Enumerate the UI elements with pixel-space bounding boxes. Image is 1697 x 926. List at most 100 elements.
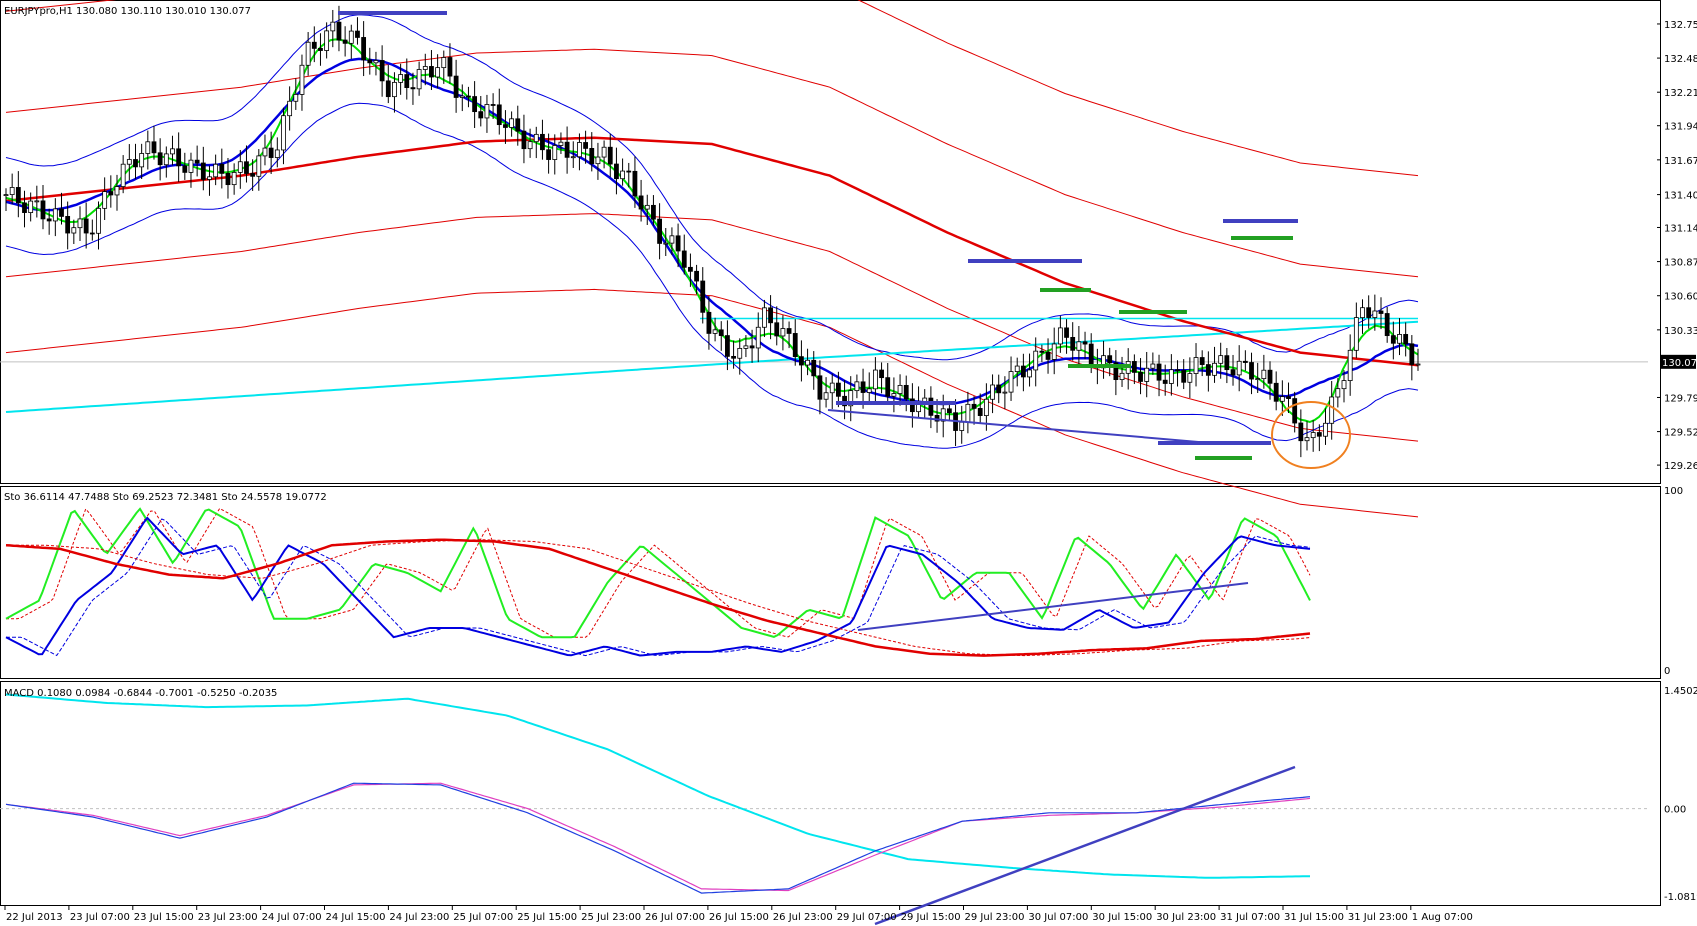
candle-body (1045, 351, 1051, 360)
candle-body (281, 115, 286, 151)
candle-body (836, 382, 841, 397)
candle-body (200, 162, 206, 180)
candle-body (1051, 343, 1057, 360)
candle-body (762, 307, 767, 328)
macd-tick-label: 0.00 (1664, 805, 1686, 816)
candle-body (1353, 317, 1359, 351)
candle-body (324, 30, 330, 51)
candle-body (1218, 355, 1224, 364)
candle-body (1175, 369, 1180, 372)
candle-body (946, 408, 952, 414)
candle-body (1329, 396, 1335, 424)
candle-body (1230, 369, 1236, 376)
candle-body (1212, 362, 1217, 376)
price-plot (0, 0, 1648, 518)
candle-body (268, 147, 274, 158)
macd-long-signal (5, 693, 1310, 879)
candle-body (1397, 334, 1402, 344)
candle-body (1255, 378, 1261, 381)
candle-body (1273, 382, 1279, 402)
candle-body (1008, 371, 1014, 393)
candle-body (533, 133, 539, 143)
candle-body (225, 172, 231, 186)
stochastic-tick-label: 100 (1664, 486, 1683, 497)
candle-body (133, 159, 138, 168)
candle-body (1415, 363, 1421, 366)
candle-body (410, 87, 416, 90)
candle-body (688, 266, 693, 272)
candle-body (28, 200, 34, 213)
candle-body (928, 397, 934, 416)
candle-body (231, 172, 237, 186)
candle-body (176, 148, 182, 167)
candle-body (34, 200, 40, 203)
candle-body (607, 146, 613, 165)
candle-body (1156, 363, 1162, 381)
candle-body (626, 170, 632, 173)
candle-body (1107, 355, 1113, 364)
candle-body (1181, 370, 1187, 383)
candle-body (478, 111, 484, 119)
stochastic-fast (5, 507, 1311, 639)
candle-body (213, 163, 219, 178)
candle-body (743, 345, 749, 349)
candle-body (811, 359, 817, 377)
stochastic-title: Sto 36.6114 47.7488 Sto 69.2523 72.3481 … (4, 492, 327, 503)
candle-body (977, 408, 983, 416)
stochastic-mid (5, 516, 1311, 657)
candle-body (1323, 422, 1328, 437)
candle-body (712, 329, 718, 334)
time-tick-label: 24 Jul 15:00 (326, 912, 386, 923)
candle-body (441, 57, 447, 69)
candle-body (367, 59, 373, 64)
stochastic-panel (0, 486, 1661, 679)
candle-body (392, 81, 397, 98)
candle-body (879, 369, 884, 379)
candle-body (416, 69, 422, 90)
candle-body (3, 194, 9, 197)
candle-body (503, 124, 508, 128)
candle-body (163, 153, 169, 166)
candle-body (1088, 343, 1094, 366)
time-tick-label: 29 Jul 15:00 (901, 912, 961, 923)
candle-body (1347, 349, 1353, 381)
candle-body (934, 414, 940, 422)
blue-band-upper (5, 14, 1419, 361)
red-band-outer-upper (5, 0, 1419, 177)
candle-body (632, 170, 638, 197)
price-tick-label: 131.140 (1664, 223, 1697, 234)
candle-body (817, 375, 823, 400)
time-tick-label: 22 Jul 2013 (6, 912, 63, 923)
candle-body (1384, 313, 1390, 337)
candle-body (472, 96, 478, 113)
candle-body (829, 382, 835, 394)
candle-body (52, 208, 58, 222)
time-tick-label: 24 Jul 07:00 (262, 912, 322, 923)
last-price-label: 130.077 (1662, 358, 1697, 369)
candle-body (546, 149, 552, 160)
red-band-outer-lower (5, 288, 1419, 518)
candle-body (40, 200, 46, 220)
candle-body (293, 94, 299, 102)
candle-body (77, 218, 83, 229)
candle-body (126, 159, 132, 165)
price-tick-label: 131.675 (1664, 156, 1697, 167)
candle-body (139, 153, 145, 168)
candle-body (299, 64, 305, 95)
candle-body (305, 41, 311, 66)
candle-body (1390, 335, 1396, 344)
macd-tick-label: -1.0819 (1664, 892, 1697, 903)
macd-tick-label: 1.4502 (1664, 686, 1697, 697)
candle-body (262, 147, 268, 157)
candle-body (355, 30, 360, 38)
candle-body (644, 204, 650, 210)
candle-body (1187, 373, 1193, 383)
candle-body (589, 148, 595, 165)
candle-body (83, 218, 89, 234)
candle-body (182, 165, 188, 173)
candle-body (527, 141, 533, 150)
candle-body (157, 152, 163, 166)
candle-body (1304, 437, 1310, 442)
stochastic-slow-signal (6, 539, 1311, 657)
candle-body (22, 202, 27, 213)
